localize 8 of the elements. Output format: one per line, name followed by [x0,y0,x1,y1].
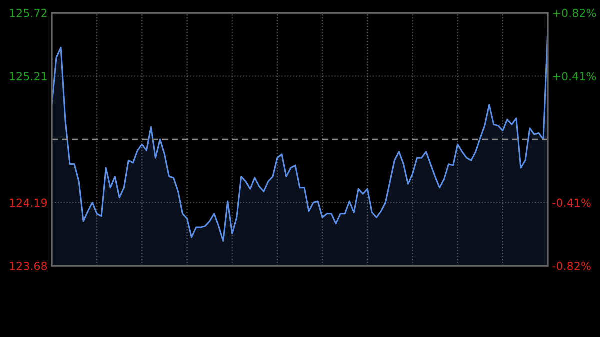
y-tick-label: 125.72 [10,8,47,18]
y-tick-label: 123.68 [10,262,48,270]
y2-tick-label: -0.82% [552,262,591,270]
y-tick-label: 125.21 [10,72,47,81]
y-tick-label: 124.19 [10,198,48,208]
y2-tick-label: +0.82% [553,8,596,18]
y2-tick-label: -0.41% [552,198,591,208]
y2-tick-label: +0.41% [553,72,596,81]
